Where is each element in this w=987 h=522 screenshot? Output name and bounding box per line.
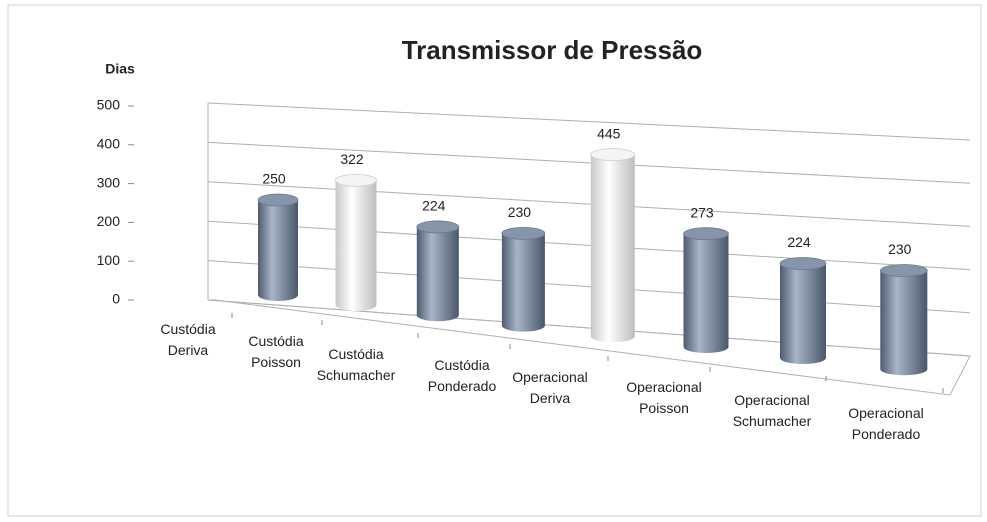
grid-line [207,220,971,271]
y-axis-label: Dias [105,61,135,77]
cylinder [590,154,635,337]
cylinder [683,233,729,347]
cylinder-base [683,341,729,353]
cylinder [335,180,377,305]
cylinder-top [779,257,827,270]
value-label: 273 [690,204,714,220]
grid-line [207,141,971,184]
cylinder [416,226,459,316]
cylinder [501,233,545,326]
cylinder-top [257,193,299,207]
y-tick-label: 500 [97,97,121,113]
value-label: 230 [888,241,912,257]
cylinder-top [416,220,460,234]
value-label: 445 [597,125,621,141]
cylinder-top [335,173,377,187]
cylinder-base [258,289,298,301]
x-tick-label: Custódia Ponderado [427,357,497,394]
frame-border [7,4,982,517]
grid-line [207,102,971,141]
cylinder-top [879,264,928,277]
x-tick-label: Operacional Poisson [626,379,702,416]
y-tick-label: 0 [112,291,120,307]
value-label: 224 [787,234,811,250]
y-tick-label: 100 [97,252,121,268]
grid-line [207,260,971,314]
y-tick-label: 400 [97,136,121,152]
x-tick-label: Operacional Ponderado [848,405,924,442]
grid-line [207,181,971,227]
value-label: 230 [508,204,532,220]
value-label: 224 [422,198,446,214]
cylinder-base [335,299,377,311]
cylinder [780,263,826,358]
x-tick-label: Custódia Schumacher [316,346,396,383]
x-tick-label: Custódia Deriva [160,321,216,358]
cylinder [880,270,928,370]
cylinder-top [683,227,729,241]
grid-line [207,299,971,357]
cylinder-top [590,148,636,162]
chart-title: Transmissor de Pressão [402,35,703,65]
cylinder-top [501,226,546,240]
cylinder-base [590,330,635,343]
x-tick-label: Operacional Deriva [512,369,588,406]
y-tick-label: 300 [97,174,121,190]
cylinder-base [501,319,545,332]
value-label: 250 [262,171,286,187]
value-label: 322 [340,151,364,167]
x-tick-label: Custódia Poisson [248,333,304,370]
cylinder-base [416,309,459,322]
y-tick-label: 200 [97,213,121,229]
cylinder-base [780,352,826,364]
cylinder [258,200,298,295]
cylinder-base [880,363,928,376]
x-tick-label: Operacional Schumacher [732,392,812,429]
